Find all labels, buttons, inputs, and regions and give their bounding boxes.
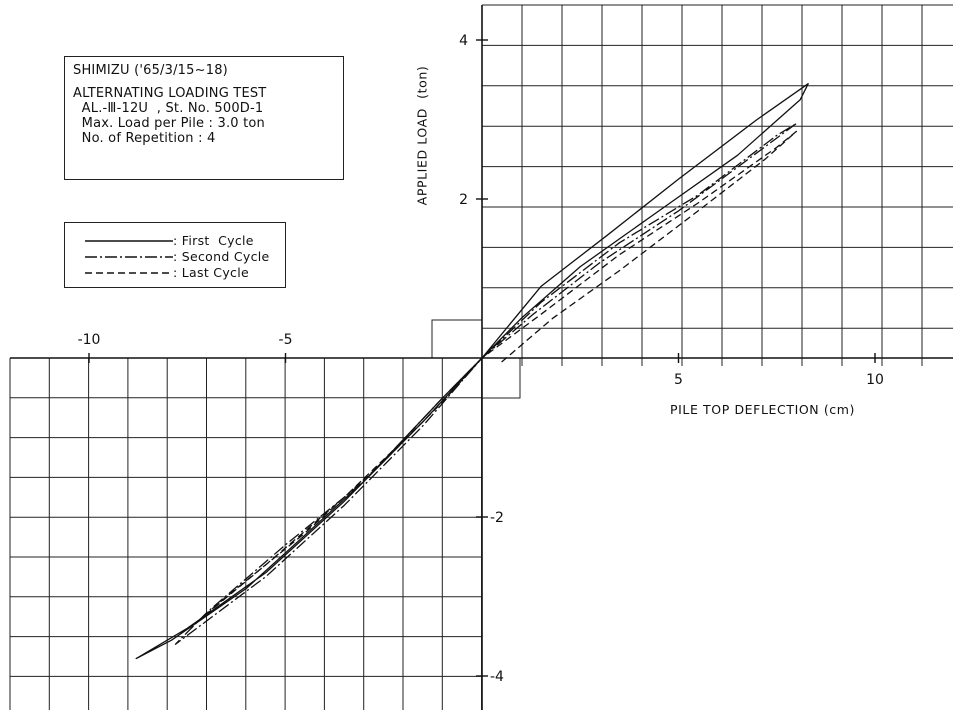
tick-labels: -10 -5 5 10 4 2 -2 -4: [78, 33, 884, 685]
legend-item-first: : First Cycle: [65, 233, 285, 249]
legend: : First Cycle : Second Cycle : Last Cycl…: [64, 222, 286, 288]
info-line-1: SHIMIZU ('65/3/15~18): [73, 63, 228, 78]
legend-solid-line: [85, 240, 173, 242]
info-line-2: ALTERNATING LOADING TEST: [73, 86, 267, 101]
series-last-cycle: [198, 130, 798, 621]
y-tick-label: -4: [490, 669, 504, 685]
legend-label-second: : Second Cycle: [173, 249, 270, 264]
legend-dashdot-line: [85, 256, 173, 258]
legend-dashed-line: [85, 272, 173, 274]
info-line-4: Max. Load per Pile : 3.0 ton: [73, 116, 265, 131]
y-tick-label: 4: [459, 33, 468, 49]
legend-label-last: : Last Cycle: [173, 265, 249, 280]
grid-cell: [481, 357, 521, 399]
y-axis-title: APPLIED LOAD (ton): [414, 65, 430, 206]
info-line-3: AL.-Ⅲ-12U , St. No. 500D-1: [73, 101, 264, 116]
data-series: [135, 83, 809, 660]
legend-label-first: : First Cycle: [173, 233, 254, 248]
y-tick-label: 2: [459, 192, 468, 208]
grid: [9, 4, 953, 710]
grid-cell: [431, 319, 483, 359]
legend-item-second: : Second Cycle: [65, 249, 285, 265]
x-tick-label: -10: [78, 332, 101, 348]
legend-item-last: : Last Cycle: [65, 265, 285, 281]
x-tick-label: 10: [866, 372, 884, 388]
info-line-5: No. of Repetition : 4: [73, 131, 216, 146]
x-axis-title: PILE TOP DEFLECTION (cm): [670, 402, 856, 417]
x-tick-label: 5: [674, 372, 683, 388]
x-tick-label: -5: [279, 332, 293, 348]
y-tick-label: -2: [490, 510, 504, 526]
series-second-cycle: [174, 122, 798, 645]
test-info-box: SHIMIZU ('65/3/15~18) ALTERNATING LOADIN…: [64, 56, 344, 180]
